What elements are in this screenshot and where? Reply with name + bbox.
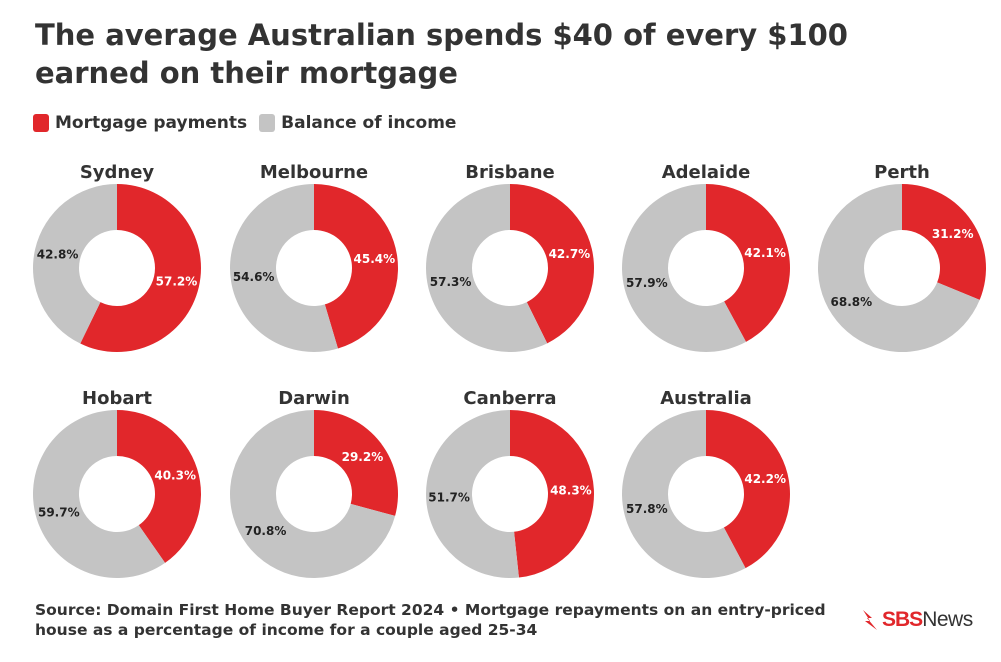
label-balance-melbourne: 54.6%: [233, 270, 275, 284]
sbs-comet-icon: [863, 610, 877, 630]
slice-mortgage-canberra: [510, 410, 594, 578]
label-balance-canberra: 51.7%: [428, 490, 470, 504]
legend-swatch-mortgage: [33, 114, 49, 132]
slice-mortgage-brisbane: [510, 184, 595, 344]
label-mortgage-darwin: 29.2%: [342, 450, 384, 464]
source-note: Source: Domain First Home Buyer Report 2…: [35, 601, 826, 639]
slice-balance-brisbane: [426, 184, 548, 352]
slice-mortgage-adelaide: [706, 184, 791, 342]
donut-sydney: Sydney 57.2% 42.8%: [33, 162, 202, 352]
slice-balance-melbourne: [230, 184, 338, 352]
donut-title: Darwin: [278, 388, 350, 409]
slice-balance-adelaide: [622, 184, 747, 352]
label-balance-perth: 68.8%: [831, 295, 873, 309]
label-balance-darwin: 70.8%: [245, 524, 287, 538]
label-mortgage-hobart: 40.3%: [154, 469, 196, 483]
donut-title: Canberra: [463, 388, 556, 409]
donut-title: Australia: [660, 388, 752, 409]
label-balance-adelaide: 57.9%: [626, 276, 668, 290]
label-mortgage-sydney: 57.2%: [156, 275, 198, 289]
legend-label-balance: Balance of income: [281, 113, 457, 133]
label-mortgage-adelaide: 42.1%: [744, 246, 786, 260]
slice-balance-australia: [622, 410, 746, 578]
legend-item-balance: Balance of income: [259, 113, 456, 133]
slice-balance-hobart: [32, 410, 166, 578]
donut-title: Hobart: [82, 388, 152, 409]
chart-title: The average Australian spends $40 of eve…: [35, 18, 848, 90]
label-mortgage-perth: 31.2%: [932, 227, 974, 241]
legend-label-mortgage: Mortgage payments: [55, 113, 248, 133]
donut-canberra: Canberra 48.3% 51.7%: [426, 388, 594, 578]
donut-charts: Sydney 57.2% 42.8% Melbourne 45.4% 54.6% Brisb…: [32, 162, 986, 579]
label-mortgage-brisbane: 42.7%: [549, 247, 591, 261]
label-balance-australia: 57.8%: [626, 502, 668, 516]
donut-title: Sydney: [80, 162, 155, 183]
donut-hobart: Hobart 40.3% 59.7%: [32, 388, 201, 578]
label-balance-brisbane: 57.3%: [430, 275, 472, 289]
slice-mortgage-hobart: [117, 410, 201, 563]
legend: Mortgage payments Balance of income: [33, 113, 456, 133]
donut-darwin: Darwin 29.2% 70.8%: [230, 388, 398, 579]
label-balance-sydney: 42.8%: [37, 247, 79, 261]
logo-product: News: [922, 608, 973, 631]
label-mortgage-australia: 42.2%: [744, 472, 786, 486]
legend-swatch-balance: [259, 114, 276, 132]
donut-title: Perth: [874, 162, 930, 183]
donut-melbourne: Melbourne 45.4% 54.6%: [230, 162, 399, 352]
donut-perth: Perth 31.2% 68.8%: [818, 162, 986, 352]
donut-australia: Australia 42.2% 57.8%: [622, 388, 791, 578]
donut-title: Brisbane: [465, 162, 555, 183]
label-mortgage-canberra: 48.3%: [550, 484, 592, 498]
slice-balance-sydney: [33, 184, 118, 344]
slice-mortgage-australia: [706, 410, 791, 569]
donut-title: Melbourne: [260, 162, 368, 183]
donut-adelaide: Adelaide 42.1% 57.9%: [622, 162, 791, 352]
sbs-news-logo: SBS News: [860, 605, 973, 635]
logo-brand: SBS: [882, 608, 923, 631]
label-mortgage-melbourne: 45.4%: [354, 252, 396, 266]
legend-item-mortgage: Mortgage payments: [33, 113, 247, 133]
label-balance-hobart: 59.7%: [38, 505, 80, 519]
donut-brisbane: Brisbane 42.7% 57.3%: [426, 162, 595, 352]
donut-title: Adelaide: [662, 162, 751, 183]
slice-balance-perth: [818, 184, 980, 352]
slice-balance-darwin: [230, 410, 396, 579]
slice-mortgage-darwin: [314, 410, 398, 516]
slice-mortgage-melbourne: [314, 184, 399, 349]
slice-balance-canberra: [426, 410, 519, 578]
slice-mortgage-perth: [902, 184, 986, 300]
slice-mortgage-sydney: [80, 184, 202, 352]
